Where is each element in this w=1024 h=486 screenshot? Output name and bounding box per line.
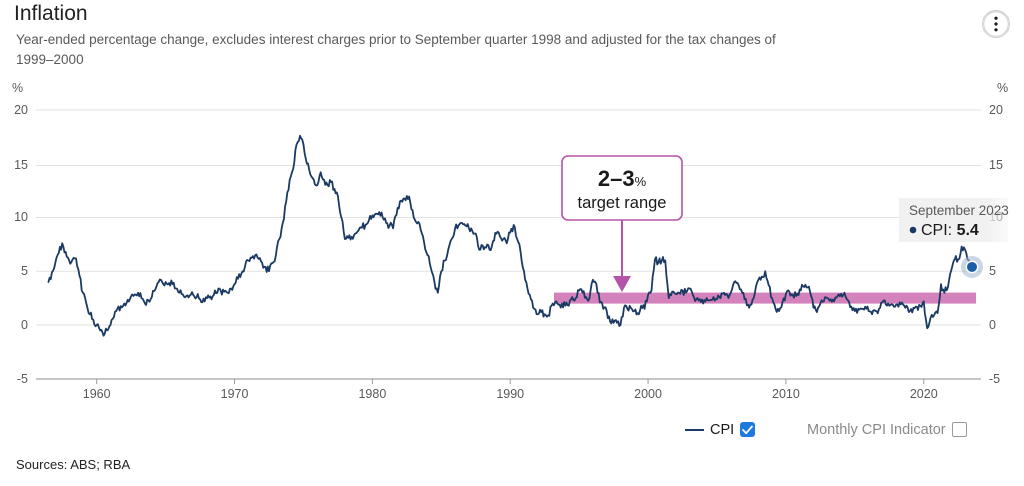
svg-text:%: % <box>12 81 23 95</box>
svg-text:September 2023: September 2023 <box>909 203 1009 218</box>
svg-text:%: % <box>997 81 1008 95</box>
svg-text:1990: 1990 <box>496 387 524 401</box>
svg-text:5: 5 <box>989 264 996 278</box>
svg-text:15: 15 <box>989 158 1003 172</box>
svg-text:15: 15 <box>14 158 28 172</box>
svg-text:2020: 2020 <box>910 387 938 401</box>
svg-text:-5: -5 <box>17 372 28 386</box>
svg-text:20: 20 <box>14 103 28 117</box>
svg-text:CPI: 5.4: CPI: 5.4 <box>921 222 979 239</box>
svg-text:0: 0 <box>989 318 996 332</box>
svg-text:2010: 2010 <box>772 387 800 401</box>
svg-text:5: 5 <box>21 264 28 278</box>
svg-text:10: 10 <box>14 210 28 224</box>
svg-text:1980: 1980 <box>358 387 386 401</box>
svg-text:target range: target range <box>578 194 667 212</box>
svg-text:1970: 1970 <box>221 387 249 401</box>
svg-text:20: 20 <box>989 103 1003 117</box>
svg-text:-5: -5 <box>989 372 1000 386</box>
svg-text:2000: 2000 <box>634 387 662 401</box>
svg-text:0: 0 <box>21 318 28 332</box>
svg-text:1960: 1960 <box>83 387 111 401</box>
